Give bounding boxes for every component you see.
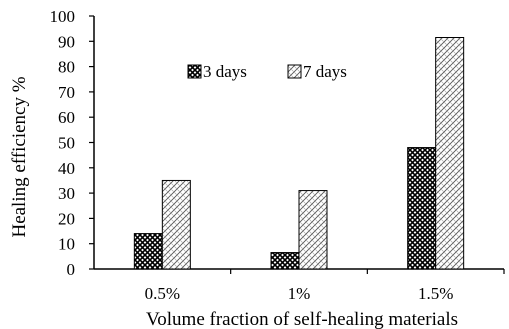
legend-label-7-days: 7 days [303,62,347,81]
y-tick-label: 50 [58,134,75,153]
y-tick-label: 70 [58,83,75,102]
y-tick-label: 30 [58,184,75,203]
tick-labels: 0 10 20 30 40 50 60 70 80 90 100 0.5% 1% 1.5% [50,7,454,303]
bar-3-days-0.5pct [133,233,163,270]
bar-3-days-1.5pct [407,147,437,270]
x-tick-label: 0.5% [145,284,180,303]
legend-label-3-days: 3 days [203,62,247,81]
legend-swatch-7-days [287,64,302,79]
bar-7-days-1pct [298,190,328,270]
x-tick-label: 1% [288,284,311,303]
x-tick-label: 1.5% [418,284,453,303]
y-tick-label: 60 [58,108,75,127]
bar-7-days-0.5pct [161,179,191,270]
bars [133,37,465,270]
y-tick-label: 20 [58,209,75,228]
legend: 3 days 7 days [187,62,347,81]
y-axis-title: Healing efficiency % [9,76,30,237]
bar-7-days-1.5pct [435,37,465,270]
y-tick-label: 80 [58,58,75,77]
y-tick-label: 100 [50,7,76,26]
y-tick-label: 10 [58,235,75,254]
y-tick-label: 0 [67,260,76,279]
bar-3-days-1pct [270,252,300,270]
y-tick-label: 90 [58,32,75,51]
y-tick-label: 40 [58,159,75,178]
x-axis-title: Volume fraction of self-healing material… [146,309,458,329]
legend-swatch-3-days [187,64,202,79]
